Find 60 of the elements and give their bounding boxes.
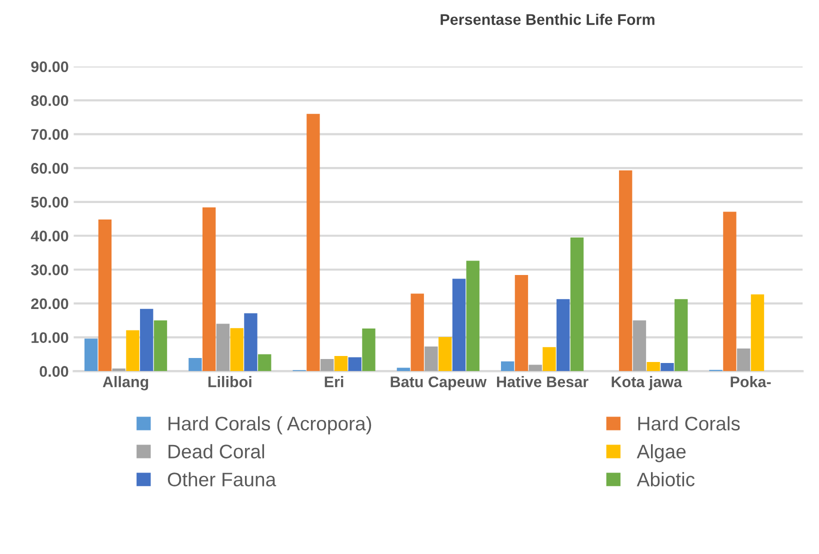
bar	[230, 328, 244, 372]
bar	[737, 348, 750, 372]
x-tick-label: Allang	[102, 376, 148, 390]
y-tick-label: 30.00	[30, 264, 68, 276]
bar	[320, 358, 334, 372]
bar	[188, 358, 202, 372]
bar	[306, 114, 320, 372]
bar	[154, 320, 168, 372]
y-tick-label: 70.00	[31, 129, 68, 140]
bar	[500, 361, 514, 372]
bar	[258, 354, 272, 372]
bar	[514, 275, 528, 372]
legend-label: Hard Corals ( Acropora)	[168, 416, 372, 434]
bar	[452, 278, 466, 372]
y-tick-label: 10.00	[32, 332, 68, 344]
bar	[619, 170, 632, 372]
bar	[723, 212, 736, 372]
bar	[126, 330, 140, 372]
y-tick-label: 50.00	[31, 196, 68, 208]
y-tick-label: 80.00	[31, 95, 68, 106]
bar	[438, 336, 452, 372]
x-tick-label: Eri	[324, 376, 344, 388]
x-tick-label: Batu Capeuw	[390, 376, 487, 390]
bar	[466, 260, 480, 372]
x-tick-label: Hative Besar	[497, 376, 588, 388]
bar	[646, 362, 660, 372]
legend-label: Hard Corals	[638, 416, 740, 430]
bar	[542, 347, 556, 372]
bar	[424, 346, 438, 372]
bar	[528, 364, 542, 372]
y-tick-label: 60.00	[31, 162, 68, 174]
bar	[362, 328, 376, 372]
bar	[202, 207, 216, 372]
chart-title: Persentase Benthic Life Form	[440, 14, 654, 25]
x-tick-label: Liliboi	[208, 376, 252, 388]
bar	[334, 356, 348, 372]
bar	[348, 357, 362, 372]
bar	[216, 324, 230, 372]
bar	[556, 299, 570, 372]
y-tick-label: 0.00	[40, 366, 68, 377]
bar	[410, 294, 424, 372]
bar	[84, 338, 98, 372]
y-tick-label: 40.00	[30, 230, 68, 242]
bar	[244, 313, 258, 372]
bar	[660, 363, 674, 372]
bar	[750, 294, 764, 372]
legend-label: Dead Coral	[168, 444, 264, 458]
bar	[112, 368, 126, 372]
y-tick-label: 20.00	[31, 298, 68, 310]
bar	[674, 299, 688, 372]
bar	[98, 220, 112, 372]
bar	[570, 237, 584, 372]
y-tick-label: 90.00	[31, 61, 68, 72]
legend-label: Abiotic	[636, 472, 695, 486]
x-tick-label: Poka-	[730, 376, 771, 388]
bar	[632, 320, 646, 372]
bar	[140, 308, 154, 372]
x-tick-label: Kota jawa	[612, 376, 682, 390]
legend-label: Algae	[636, 444, 686, 462]
legend-label: Other Fauna	[168, 472, 276, 486]
